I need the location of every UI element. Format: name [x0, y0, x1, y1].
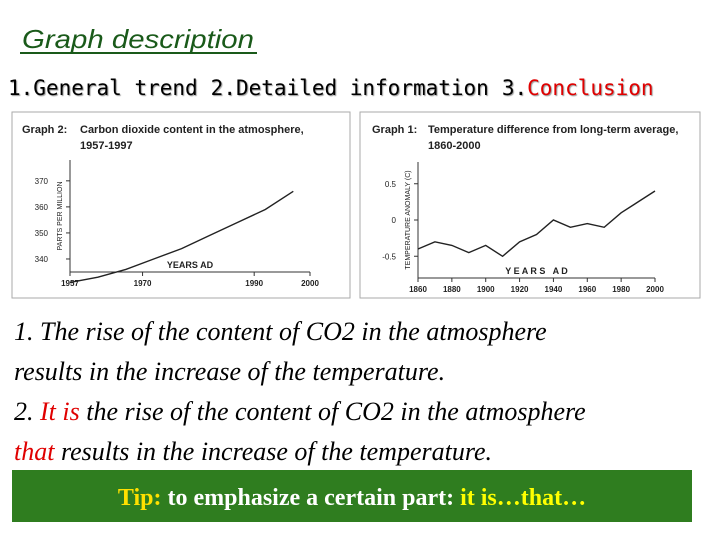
y-tick-label: 0.5	[385, 180, 397, 189]
charts: Graph 2: Carbon dioxide content in the at…	[22, 124, 678, 294]
chart-panel	[359, 111, 701, 299]
chart-title: Temperature difference from long-term av…	[428, 124, 678, 136]
x-tick-label: 1860	[409, 285, 427, 294]
body-line: results in the increase of the temperatu…	[14, 357, 445, 386]
body-text: 1. The rise of the content of CO2 in the…	[14, 317, 586, 466]
x-tick-label: 1940	[545, 285, 563, 294]
x-tick-label: 1980	[612, 285, 630, 294]
tip-segment: it is…that…	[460, 485, 586, 511]
tip-segment: Tip:	[118, 485, 162, 511]
step-label: Detailed information	[236, 76, 489, 100]
y-axis-label: TEMPERATURE ANOMALY (C)	[405, 170, 412, 269]
y-tick-label: 0	[392, 216, 397, 225]
body-segment: 2.	[14, 397, 40, 426]
x-tick-label: 2000	[301, 279, 319, 288]
body-line: 2. It is the rise of the content of CO2 …	[14, 397, 586, 426]
y-tick-label: -0.5	[382, 252, 396, 261]
body-line: 1. The rise of the content of CO2 in the…	[14, 317, 547, 346]
x-tick-label: 1960	[578, 285, 596, 294]
body-segment: 1. The rise of the content of CO2 in the…	[14, 317, 547, 346]
x-tick-label: 1920	[511, 285, 529, 294]
x-tick-label: 1900	[477, 285, 495, 294]
y-tick-label: 340	[35, 255, 49, 264]
tip-box	[12, 470, 692, 522]
x-tick-label: 2000	[646, 285, 664, 294]
x-axis-label: Y E A R S A D	[505, 266, 568, 276]
body-segment: results in the increase of the temperatu…	[14, 357, 445, 386]
step-label: Conclusion	[527, 76, 653, 100]
chart-title: Carbon dioxide content in the atmosphere…	[80, 124, 304, 136]
x-tick-label: 1880	[443, 285, 461, 294]
y-tick-label: 350	[35, 229, 49, 238]
tip-text: Tip: to emphasize a certain part: it is……	[118, 485, 586, 511]
body-line: that results in the increase of the temp…	[14, 437, 492, 466]
chart-title: 1957-1997	[80, 140, 133, 152]
body-segment: results in the increase of the temperatu…	[54, 437, 492, 466]
step-label: General trend	[33, 76, 197, 100]
body-segment: that	[14, 437, 55, 466]
chart-panel	[11, 111, 351, 299]
steps: 1.General trend 2.Detailed information 3.C…	[8, 76, 654, 100]
y-tick-label: 370	[35, 177, 49, 186]
slide-title: Graph description	[22, 24, 254, 54]
y-axis-label: PARTS PER MILLION	[57, 182, 64, 251]
x-tick-label: 1990	[245, 279, 263, 288]
x-axis-label: YEARS AD	[167, 260, 214, 270]
y-tick-label: 360	[35, 203, 49, 212]
x-tick-label: 1957	[61, 279, 79, 288]
tip-segment: to emphasize a certain part:	[162, 485, 461, 511]
data-line	[69, 190, 294, 284]
chart-title: 1860-2000	[428, 140, 481, 152]
x-tick-label: 1970	[134, 279, 152, 288]
chart-label: Graph 1:	[372, 124, 417, 136]
chart-label: Graph 2:	[22, 124, 67, 136]
step-number: 1.	[8, 76, 33, 100]
data-line	[417, 190, 656, 258]
step-number: 2.	[211, 76, 236, 100]
body-segment: It is	[39, 397, 80, 426]
step-number: 3.	[502, 76, 527, 100]
body-segment: the rise of the content of CO2 in the at…	[80, 397, 586, 426]
